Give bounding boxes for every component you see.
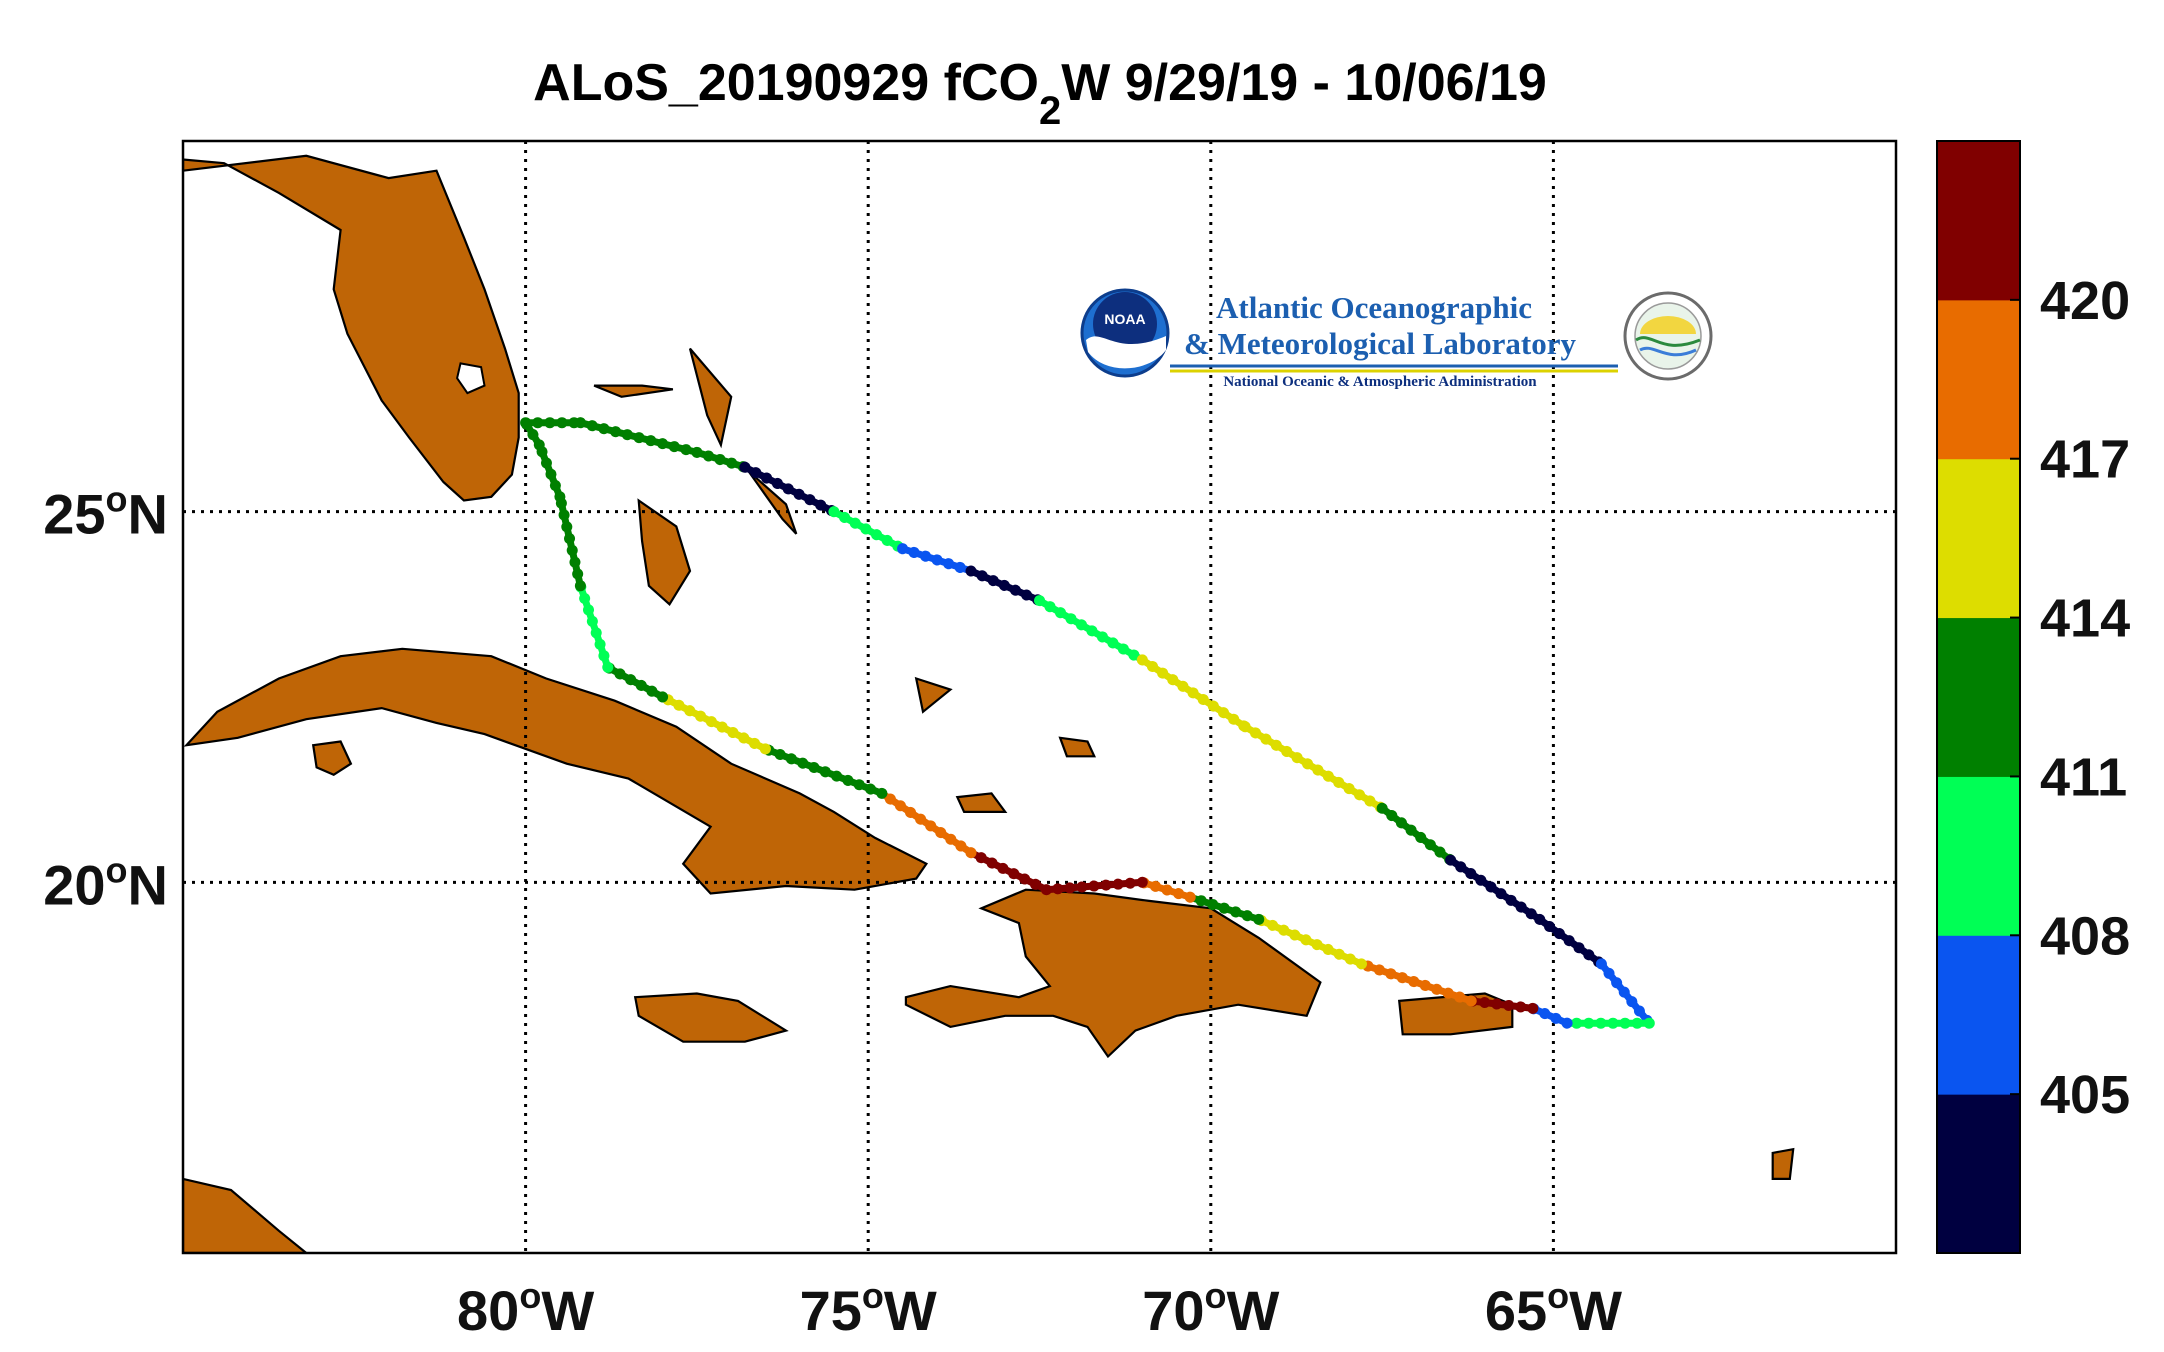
track-segment-core xyxy=(969,567,1041,604)
track-segment-core xyxy=(1360,960,1473,1005)
ship-track xyxy=(520,417,1655,1029)
track-segment-core xyxy=(1189,893,1260,923)
x-tick-label: 75oW xyxy=(800,1275,937,1342)
track-segment-core xyxy=(1140,656,1248,730)
track-segment-core xyxy=(1037,597,1145,663)
aoml-seal-wave-2 xyxy=(1639,346,1697,357)
map-title: ALoS_20190929 fCO2W 9/29/19 - 10/06/19 xyxy=(533,54,1547,133)
track-segment-core xyxy=(577,584,612,669)
noaa-emblem-text: NOAA xyxy=(1104,311,1145,327)
title-suffix: W 9/29/19 - 10/06/19 xyxy=(1061,54,1547,112)
track-segment-core xyxy=(1531,1005,1569,1027)
track-segment-core xyxy=(1046,878,1143,894)
logo-title-line2: & Meteorological Laboratory xyxy=(1184,326,1576,361)
y-axis-labels: 25oN 20oN xyxy=(43,479,168,917)
y-tick-label: 25oN xyxy=(43,479,168,546)
aoml-seal-wave xyxy=(1635,336,1701,347)
track-segment-core xyxy=(536,443,564,499)
colorbar-band xyxy=(1937,617,2020,777)
land-martinique xyxy=(1814,1260,1838,1297)
colorbar-band xyxy=(1937,458,2020,619)
land-isla-de-la-juventud xyxy=(311,740,353,777)
track-segment-core xyxy=(1379,805,1453,863)
x-tick-label: 80oW xyxy=(457,1275,594,1342)
land-cuba xyxy=(183,647,929,895)
logo-title-line1: Atlantic Oceanographic xyxy=(1216,290,1532,325)
track-segment-core xyxy=(1448,857,1542,923)
track-segment-core xyxy=(743,464,836,515)
track-segment-core xyxy=(879,790,973,856)
y-tick-label: 20oN xyxy=(43,849,168,916)
land-layer xyxy=(183,154,1838,1297)
title-prefix: ALoS_20190929 fCO xyxy=(533,54,1039,112)
land-andros xyxy=(637,498,692,606)
land-hispaniola xyxy=(904,888,1322,1059)
noaa-emblem-wave xyxy=(1086,336,1166,369)
x-axis-labels: 80oW 75oW 70oW 65oW xyxy=(457,1275,1622,1342)
track-segment-core xyxy=(1598,961,1653,1026)
track-segment-core xyxy=(1243,723,1384,812)
colorbar-band xyxy=(1937,1094,2020,1254)
aoml-seal-inner xyxy=(1634,302,1702,370)
x-tick-label: 70oW xyxy=(1142,1275,1279,1342)
land-great-inagua xyxy=(955,792,1008,814)
track-segment-core xyxy=(1470,997,1534,1012)
land-lake-okeechobee xyxy=(456,362,486,395)
colorbar-tick-label: 411 xyxy=(2040,747,2127,807)
x-tick-label: 65oW xyxy=(1485,1275,1622,1342)
colorbar-tick-label: 405 xyxy=(2040,1065,2130,1125)
land-jamaica xyxy=(633,992,789,1043)
colorbar-tick-label: 420 xyxy=(2040,271,2130,331)
colorbar-band xyxy=(1937,299,2020,460)
land-turks-caicos xyxy=(1058,736,1097,758)
colorbar-tick-label: 414 xyxy=(2040,589,2130,649)
colorbar-band xyxy=(1937,776,2020,936)
land-honduras-coast xyxy=(183,1177,309,1253)
track-segment-core xyxy=(901,545,973,575)
land-guadeloupe xyxy=(1771,1147,1795,1181)
track-segment-core xyxy=(969,849,1048,893)
land-acklins xyxy=(914,676,953,714)
track-segment-core xyxy=(1141,878,1192,901)
logo-subtitle: National Oceanic & Atmospheric Administr… xyxy=(1223,374,1537,390)
colorbar-frame xyxy=(1936,140,2021,1254)
track-segment-core xyxy=(1537,916,1604,967)
aoml-seal-sun xyxy=(1640,316,1696,334)
track-segment-core xyxy=(764,745,884,797)
land-eleuthera xyxy=(747,470,798,535)
colorbar: 405 408 411 414 417 420 xyxy=(1936,140,2130,1254)
track-segment-core xyxy=(556,496,584,587)
colorbar-tick-label: 408 xyxy=(2040,906,2130,966)
land-abaco xyxy=(688,347,733,449)
colorbar-tick-label: 417 xyxy=(2040,430,2130,490)
track-segment-core xyxy=(661,693,767,753)
aoml-logo: NOAA Atlantic Oceanographic & Meteorolog… xyxy=(1080,288,1713,390)
colorbar-ticks: 405 408 411 414 417 420 xyxy=(2010,271,2130,1125)
land-grand-bahama xyxy=(593,384,674,398)
colorbar-band xyxy=(1937,935,2020,1095)
track-segment-core xyxy=(606,664,665,701)
track-segment-core xyxy=(695,449,746,471)
colorbar-band xyxy=(1937,141,2020,301)
colorbar-bands xyxy=(1937,141,2020,1254)
land-florida xyxy=(183,154,520,502)
map-frame xyxy=(181,139,1898,1255)
track-segment-core xyxy=(522,420,543,447)
title-subscript: 2 xyxy=(1039,89,1061,133)
track-segment-core xyxy=(1257,916,1363,968)
track-segment-core xyxy=(832,508,905,552)
track-segment-core xyxy=(579,419,698,456)
map-plot-area xyxy=(181,139,1898,1297)
